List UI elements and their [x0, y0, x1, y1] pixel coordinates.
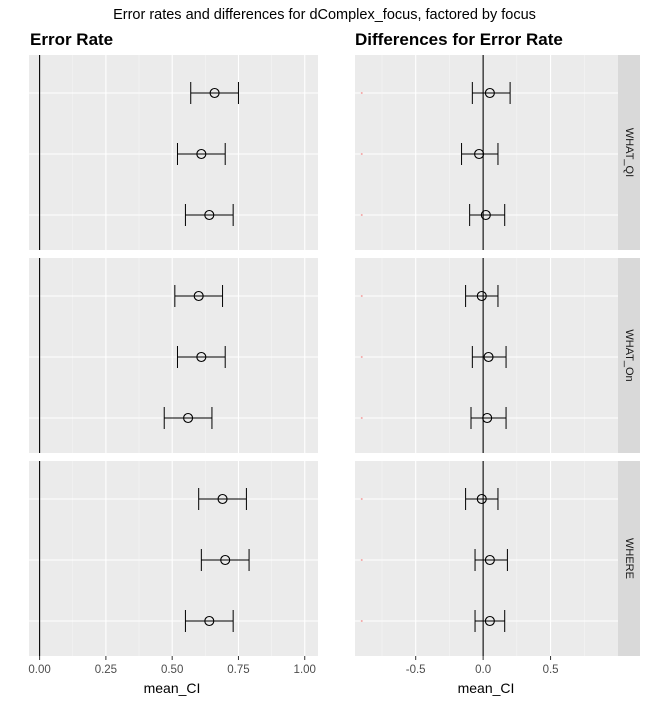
mean-point [183, 412, 194, 424]
mean-point [204, 209, 215, 221]
facet-strip [618, 258, 640, 453]
mean-point [483, 351, 494, 363]
x-axis-tick-label: 0.75 [227, 664, 249, 676]
faint-marker [360, 214, 363, 216]
mean-point [220, 554, 231, 566]
facet-panel-left-where [29, 461, 318, 656]
mean-point [484, 615, 495, 627]
mean-point [196, 148, 207, 160]
mean-point [480, 209, 491, 221]
mean-point [193, 290, 204, 302]
mean-point [484, 554, 495, 566]
panel-background [29, 55, 318, 250]
facet-strip-label: WHAT_QI [623, 128, 635, 177]
facet-strip [618, 55, 640, 250]
panel-background [355, 461, 618, 656]
facet-panel-right-what_on: WHAT_On [355, 258, 640, 453]
mean-point [476, 290, 487, 302]
facet-panel-left-what_qi [29, 55, 318, 250]
mean-point [209, 87, 220, 99]
facet-strip-label: WHERE [623, 538, 635, 579]
x-axis-tick-label: -0.5 [406, 664, 426, 676]
x-axis-tick-label: 1.00 [294, 664, 316, 676]
mean-point [482, 412, 493, 424]
panel-background [29, 461, 318, 656]
panel-background [355, 258, 618, 453]
facet-strip [618, 461, 640, 656]
faint-marker [360, 498, 363, 500]
right-panel-title: Differences for Error Rate [355, 30, 563, 49]
mean-point [204, 615, 215, 627]
facet-panel-left-what_on [29, 258, 318, 453]
panel-background [355, 55, 618, 250]
x-axis-tick-label: 0.50 [161, 664, 183, 676]
facet-panel-right-where: WHERE [355, 461, 640, 656]
mean-point [196, 351, 207, 363]
figure-title: Error rates and differences for dComplex… [113, 7, 536, 23]
x-axis-tick-label: 0.5 [543, 664, 559, 676]
facet-panel-right-what_qi: WHAT_QI [355, 55, 640, 250]
x-axis-tick-label: 0.00 [28, 664, 50, 676]
mean-point [484, 87, 495, 99]
left-panel-title: Error Rate [30, 30, 113, 49]
faint-marker [360, 356, 363, 358]
faint-marker [360, 559, 363, 561]
faint-marker [360, 295, 363, 297]
mean-point [476, 493, 487, 505]
faint-marker [360, 153, 363, 155]
x-axis-tick-label: 0.0 [475, 664, 491, 676]
x-axis-tick-label: 0.25 [95, 664, 117, 676]
mean-point [217, 493, 228, 505]
right-x-axis-label: mean_CI [458, 680, 515, 696]
faint-marker [360, 620, 363, 622]
facet-strip-label: WHAT_On [623, 329, 635, 381]
faint-marker [360, 92, 363, 94]
mean-point [474, 148, 485, 160]
faint-marker [360, 417, 363, 419]
left-x-axis-label: mean_CI [144, 680, 201, 696]
plot-layer: 0.00 0.25 0.50 0.75 1.00 WHAT_QI WHAT_On WHERE -… [28, 55, 640, 676]
panel-background [29, 258, 318, 453]
